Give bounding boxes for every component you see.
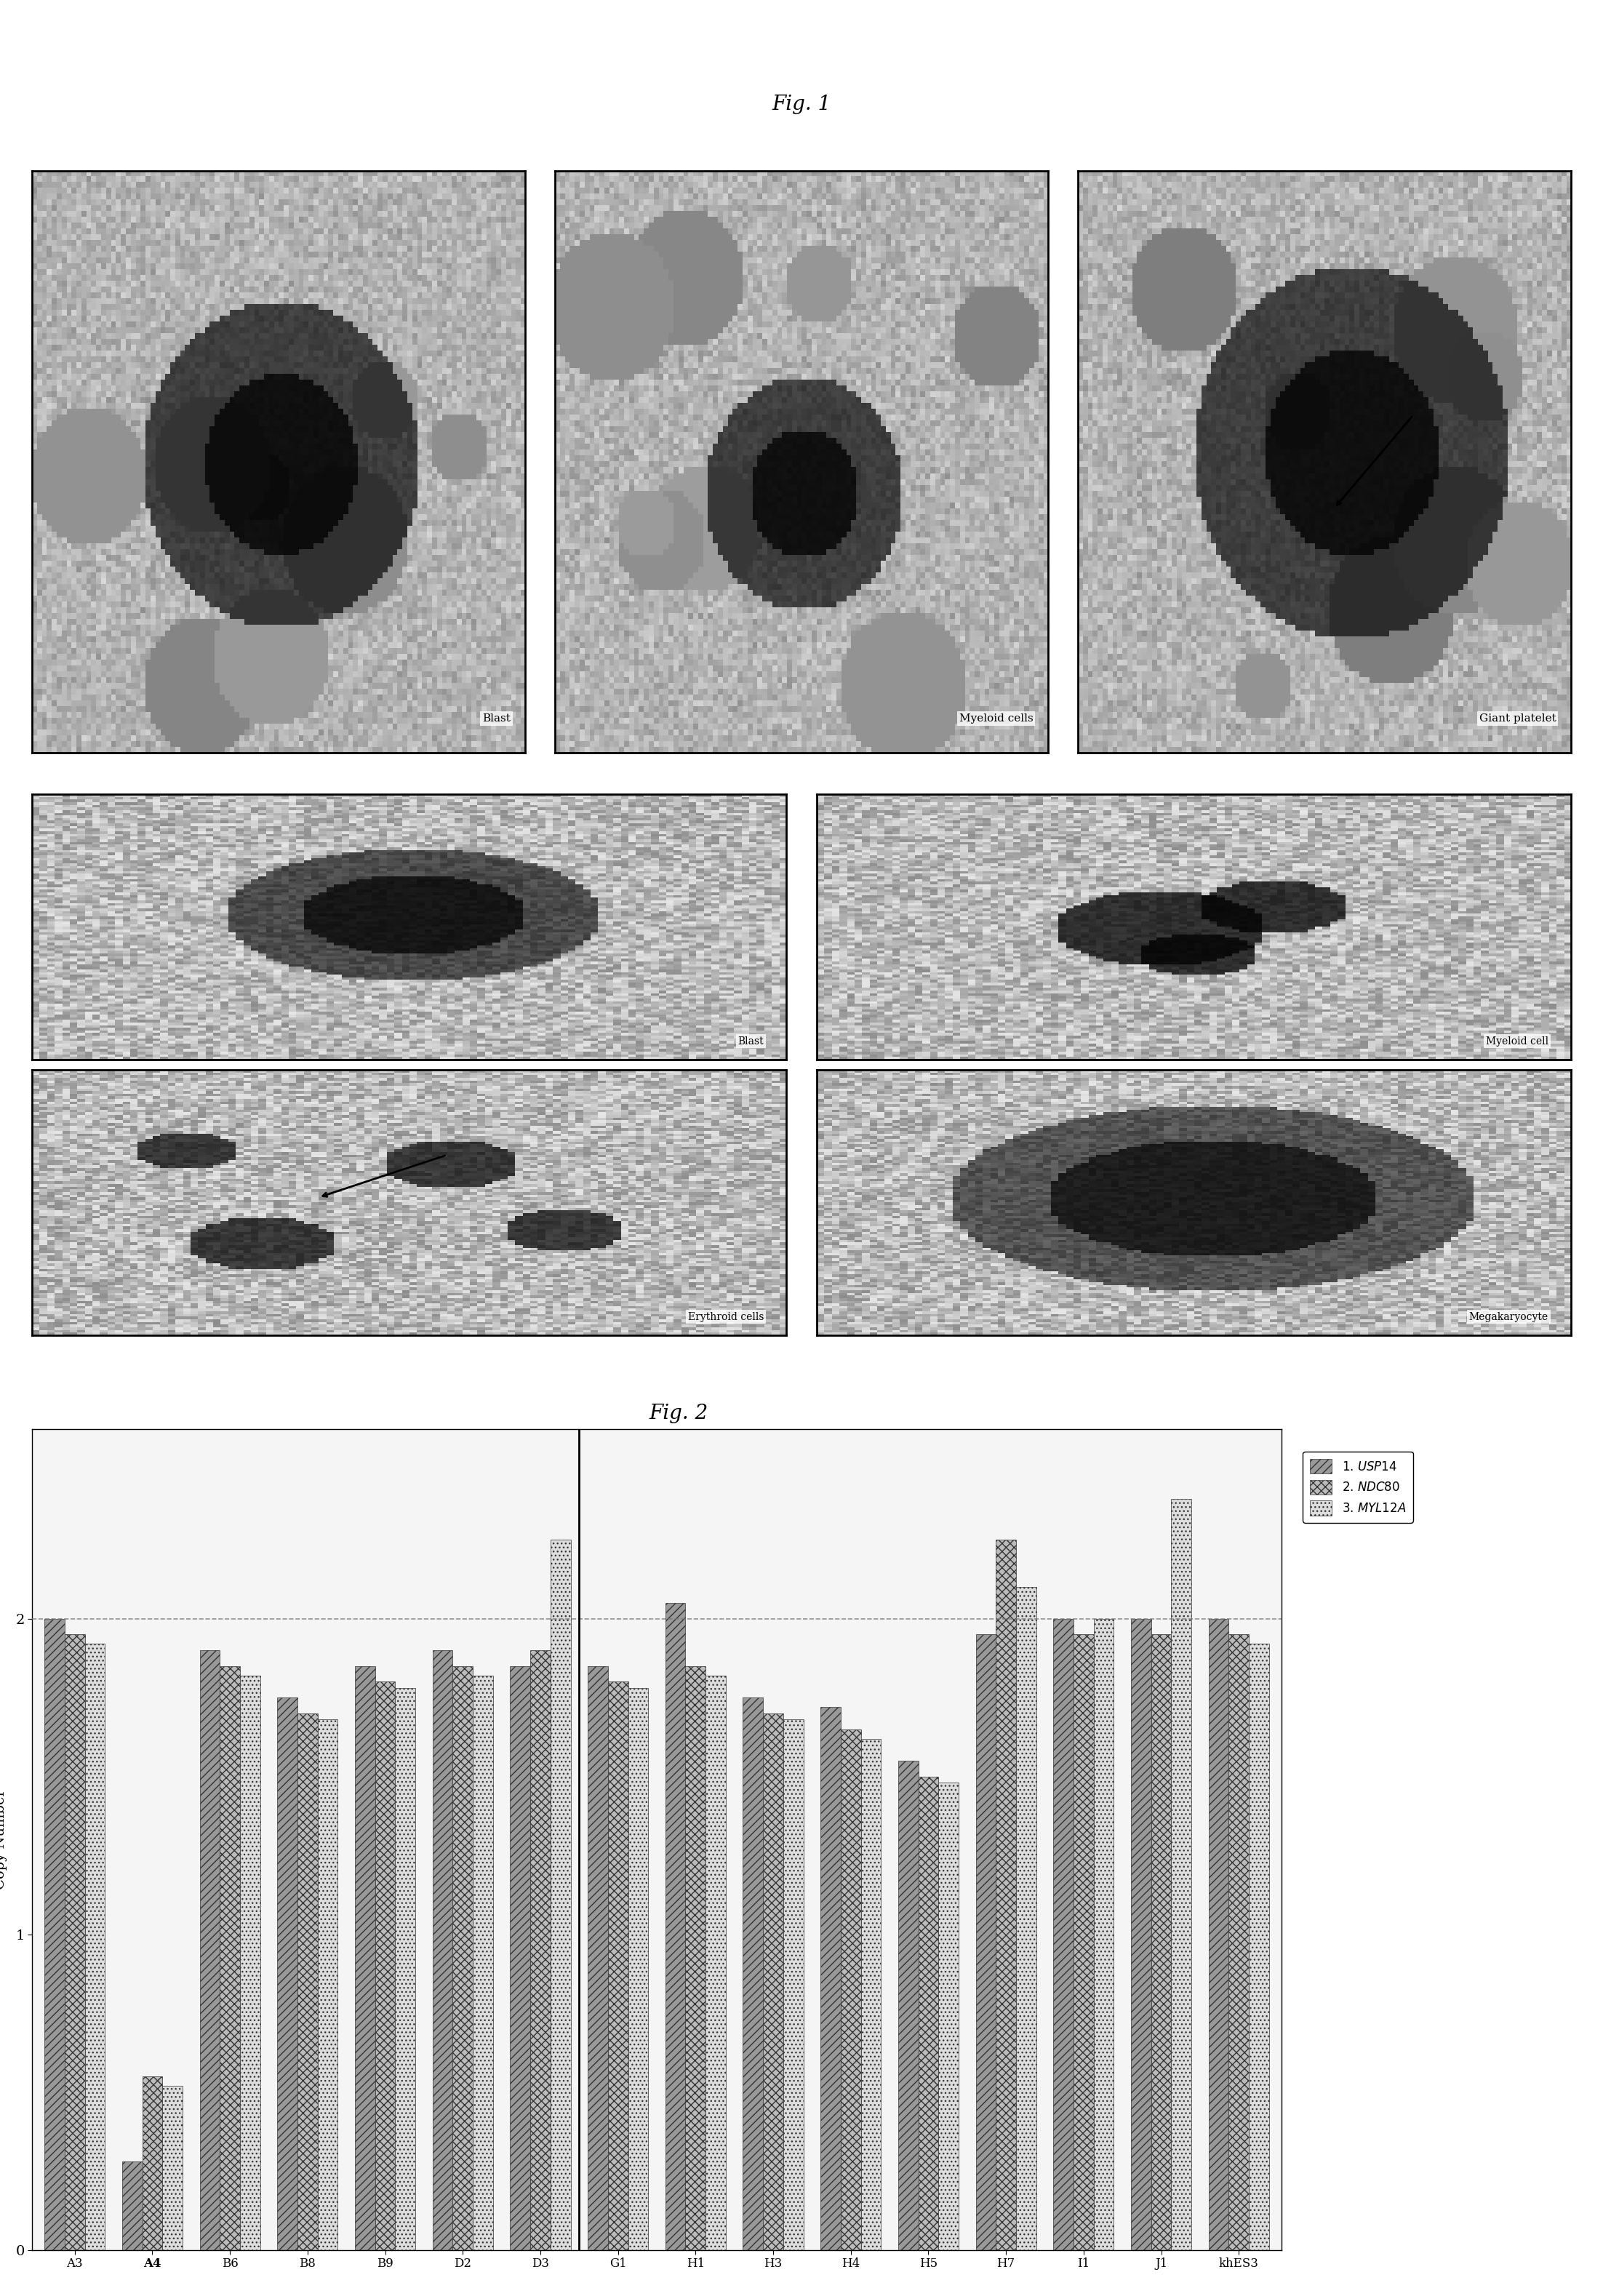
Bar — [1249, 1644, 1270, 2250]
Bar — [742, 1697, 763, 2250]
Bar — [162, 2085, 183, 2250]
Bar — [317, 1720, 338, 2250]
Text: Megakaryocyte: Megakaryocyte — [1468, 1311, 1548, 1322]
Y-axis label: Copy Number: Copy Number — [0, 1789, 8, 1890]
Bar — [510, 1667, 531, 2250]
Bar — [1228, 1635, 1249, 2250]
Bar — [763, 1713, 784, 2250]
Bar — [45, 1619, 64, 2250]
Bar — [122, 2161, 143, 2250]
Text: Fig. 2: Fig. 2 — [649, 1403, 709, 1424]
Bar — [1209, 1619, 1228, 2250]
Bar — [665, 1603, 686, 2250]
Bar — [240, 1676, 260, 2250]
Bar — [354, 1667, 375, 2250]
Bar — [628, 1688, 648, 2250]
Bar — [200, 1651, 220, 2250]
Text: Blast: Blast — [483, 714, 510, 723]
Legend: 1. $\it{USP14}$, 2. $\it{NDC80}$, 3. $\it{MYL12A}$: 1. $\it{USP14}$, 2. $\it{NDC80}$, 3. $\i… — [1303, 1451, 1412, 1522]
Bar — [938, 1782, 959, 2250]
Bar — [298, 1713, 317, 2250]
Bar — [995, 1541, 1016, 2250]
Bar — [784, 1720, 803, 2250]
Bar — [840, 1729, 861, 2250]
Bar — [531, 1651, 550, 2250]
Bar — [1016, 1587, 1036, 2250]
Bar — [64, 1635, 85, 2250]
Bar — [686, 1667, 705, 2250]
Bar — [452, 1667, 473, 2250]
Bar — [1053, 1619, 1074, 2250]
Text: (A): (A) — [48, 188, 75, 204]
Bar — [608, 1681, 628, 2250]
Bar — [705, 1676, 726, 2250]
Text: Myeloid cells: Myeloid cells — [959, 714, 1034, 723]
Bar — [143, 2076, 162, 2250]
Text: Fig. 1: Fig. 1 — [773, 94, 830, 115]
Bar — [1130, 1619, 1151, 2250]
Text: Fig. 2: Fig. 2 — [649, 1403, 709, 1424]
Bar — [588, 1667, 608, 2250]
Text: Giant platelet: Giant platelet — [1480, 714, 1557, 723]
Bar — [1093, 1619, 1114, 2250]
Bar — [1151, 1635, 1172, 2250]
Bar — [433, 1651, 452, 2250]
Bar — [919, 1777, 938, 2250]
Bar — [85, 1644, 106, 2250]
Text: Erythroid cells: Erythroid cells — [688, 1311, 763, 1322]
Bar — [473, 1676, 494, 2250]
Bar — [898, 1761, 919, 2250]
Bar — [396, 1688, 415, 2250]
Bar — [550, 1541, 571, 2250]
Text: (B): (B) — [48, 810, 77, 827]
Text: Blast: Blast — [737, 1035, 763, 1047]
Bar — [821, 1706, 840, 2250]
Bar — [277, 1697, 298, 2250]
Bar — [1074, 1635, 1093, 2250]
Bar — [861, 1738, 882, 2250]
Bar — [220, 1667, 240, 2250]
Bar — [375, 1681, 396, 2250]
Text: Myeloid cell: Myeloid cell — [1486, 1035, 1548, 1047]
Bar — [976, 1635, 995, 2250]
Bar — [1172, 1499, 1191, 2250]
